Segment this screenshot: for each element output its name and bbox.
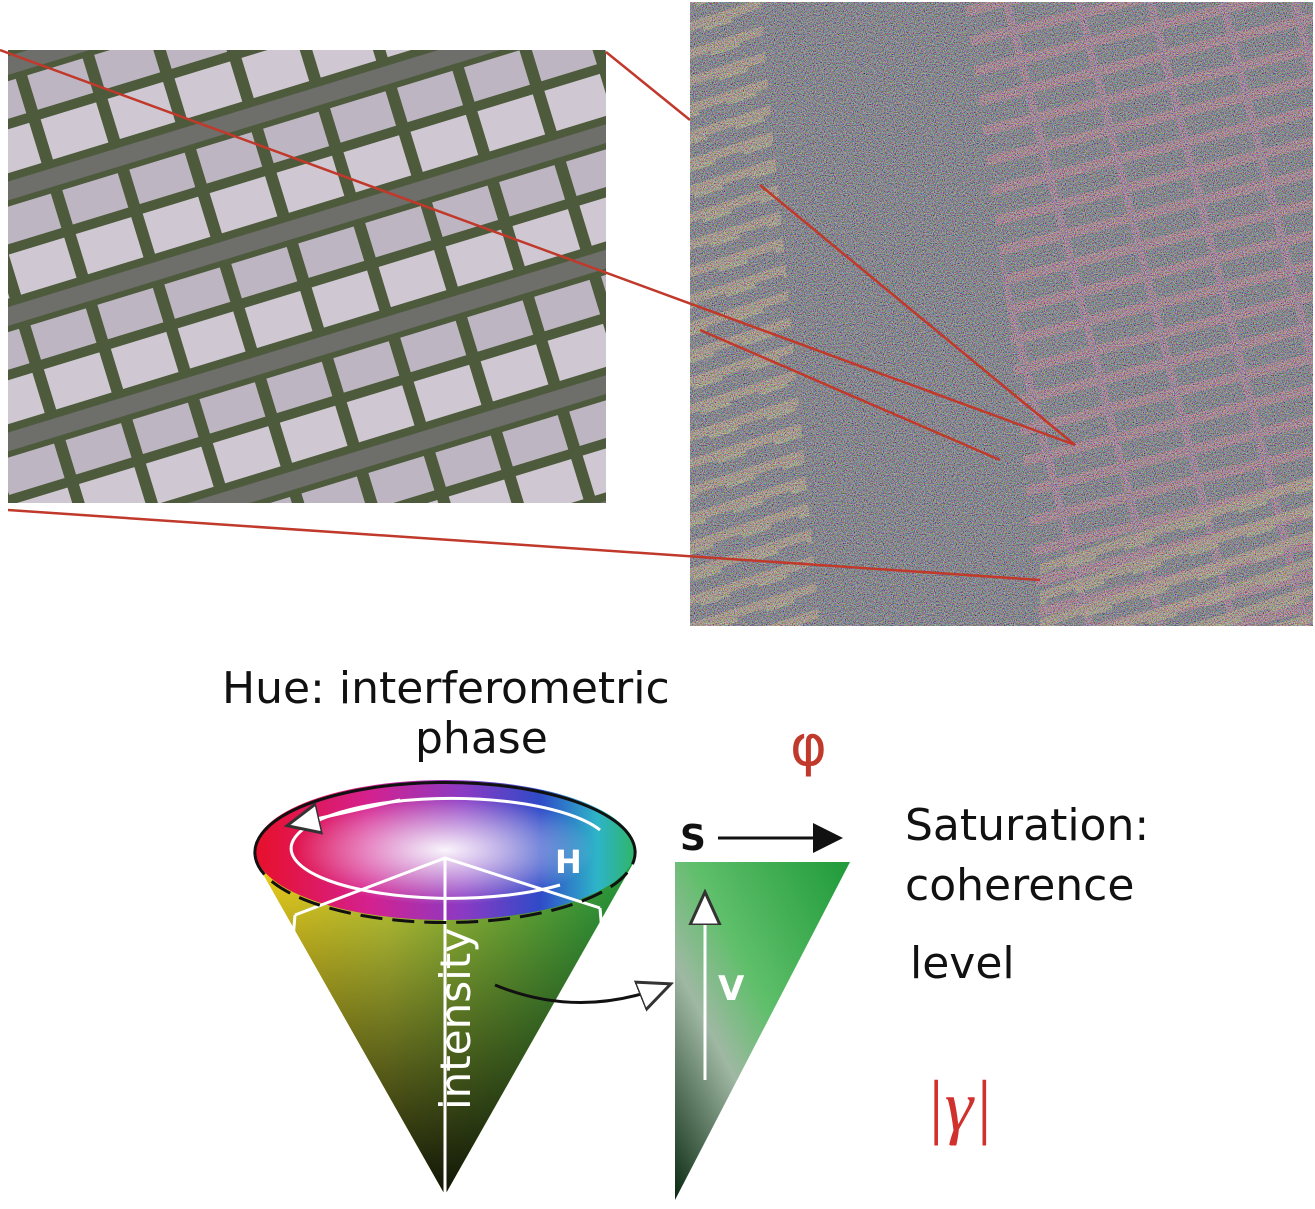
aerial-photo [8,50,606,503]
saturation-label: coherence [905,860,1134,911]
connector-lines [0,48,1076,582]
s-label: S [680,818,706,859]
h-label: H [555,843,582,881]
insar-image [690,2,1313,626]
sv-triangle [675,862,850,1200]
saturation-label: Saturation: [905,800,1149,851]
v-label: V [718,969,745,1009]
phi-symbol: φ [790,714,827,779]
curved-arrow [494,985,668,1003]
gamma-symbol: |γ| [925,1066,993,1146]
hsv-cone [253,780,637,1197]
intensity-label: intensity [431,928,480,1110]
hue-title: phase [415,713,548,764]
hue-title: Hue: interferometric [222,663,670,714]
saturation-label: level [910,938,1015,989]
